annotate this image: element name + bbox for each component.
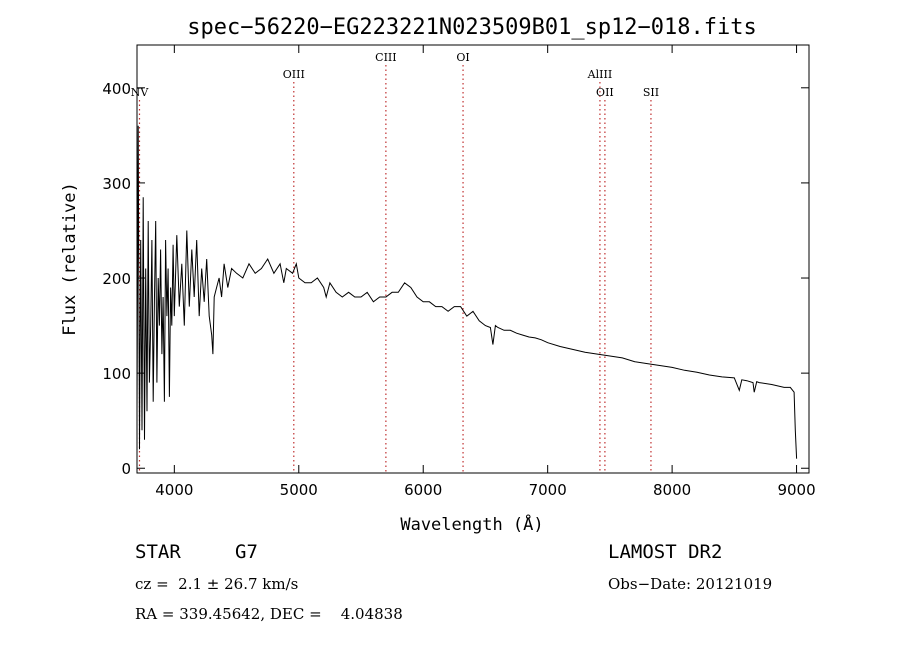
y-axis-label: Flux (relative)	[60, 182, 80, 336]
line-marker-label: OIII	[283, 68, 305, 81]
line-marker-label: OI	[456, 51, 469, 64]
y-tick-label: 100	[102, 365, 131, 383]
y-tick-label: 200	[102, 270, 131, 288]
x-tick-label: 6000	[404, 481, 442, 499]
chart-title: spec−56220−EG223221N023509B01_sp12−018.f…	[187, 15, 757, 40]
x-axis-label: Wavelength (Å)	[400, 513, 543, 535]
redshift-readout: cz = 2.1 ± 26.7 km/s	[135, 575, 299, 593]
x-tick-label: 9000	[777, 481, 815, 499]
line-marker-label: CIII	[375, 51, 396, 64]
spectrum-line	[136, 125, 798, 459]
obs-date: Obs−Date: 20121019	[608, 575, 773, 593]
y-tick-label: 300	[102, 175, 131, 193]
plot-frame	[136, 44, 810, 474]
line-marker-label: NV	[131, 86, 150, 99]
survey-label: LAMOST DR2	[608, 541, 723, 563]
object-class: STAR	[135, 541, 181, 563]
coordinates-readout: RA = 339.45642, DEC = 4.04838	[135, 605, 403, 623]
y-tick-label: 400	[102, 80, 131, 98]
x-tick-label: 5000	[280, 481, 318, 499]
subclass: G7	[235, 541, 258, 563]
line-marker-label: AlIII	[587, 68, 613, 81]
x-tick-label: 4000	[155, 481, 193, 499]
line-marker-label: OII	[596, 86, 614, 99]
line-marker-label: SII	[643, 86, 659, 99]
x-tick-label: 7000	[529, 481, 567, 499]
x-tick-label: 8000	[653, 481, 691, 499]
y-tick-label: 0	[121, 460, 131, 478]
